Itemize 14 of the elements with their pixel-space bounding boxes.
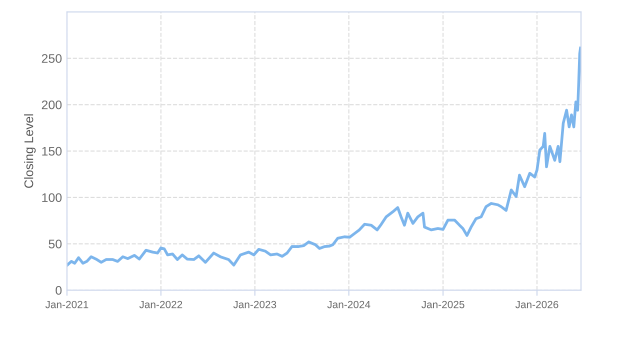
x-tick-label: Jan-2022 [139,300,182,308]
x-tick-label: Jan-2021 [45,300,88,308]
x-tick-label: Jan-2024 [327,300,370,308]
line-series [66,46,582,266]
y-tick-label: 150 [42,146,62,156]
y-tick-label: 0 [56,286,62,295]
y-tick-label: 100 [42,193,62,202]
y-tick-label: 250 [42,54,62,63]
y-axis-title: Closing Level [24,114,36,188]
x-tick-label: Jan-2026 [515,300,558,308]
y-tick-label: 50 [48,240,62,248]
y-tick-label: 200 [42,100,62,110]
x-tick-label: Jan-2025 [421,300,464,308]
x-tick-label: Jan-2023 [233,300,276,308]
